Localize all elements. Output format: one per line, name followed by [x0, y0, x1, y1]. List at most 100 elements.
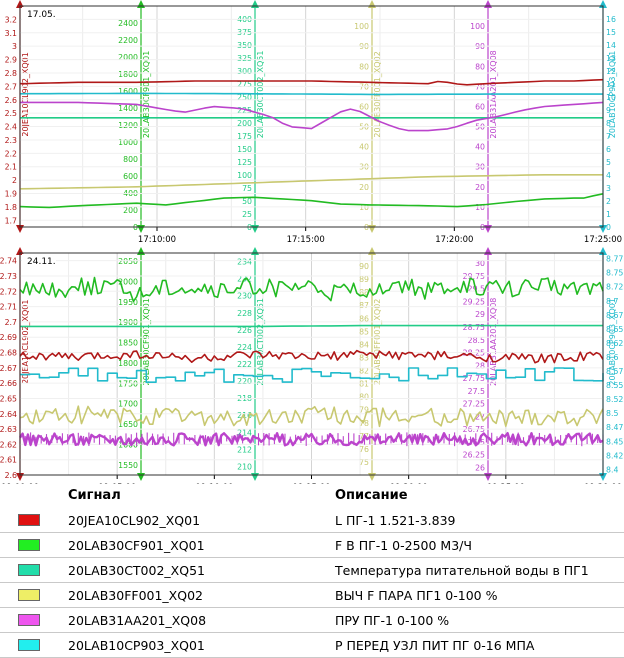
axis-series-label: 20LAB10CP903_XQ01 [608, 51, 617, 139]
y-tick-label: 40 [475, 143, 485, 152]
series-line [20, 324, 603, 328]
x-tick-label: 09:20:00 [390, 483, 428, 484]
y-tick-label: 234 [237, 258, 252, 267]
y-tick-label: 20 [359, 183, 369, 192]
y-tick-label: 6 [606, 145, 611, 154]
y-tick-label: 1.8 [5, 203, 17, 212]
y-tick-label: 8.525 [606, 395, 624, 404]
y-tick-label: 2.72 [0, 287, 17, 296]
y-tick-label: 2.69 [0, 333, 17, 342]
legend-row[interactable]: 20LAB30CF901_XQ01 F В ПГ-1 0-2500 М3/Ч [0, 534, 624, 558]
y-tick-label: 8 [606, 119, 611, 128]
y-tick-label: 2.67 [0, 364, 17, 373]
y-tick-label: 325 [237, 54, 252, 63]
legend-row[interactable]: 20LAB30CT002_XQ51 Температура питательной… [0, 559, 624, 583]
y-tick-label: 228 [237, 309, 252, 318]
y-tick-label: 2.62 [0, 440, 17, 449]
legend-row[interactable]: 20JEA10CL902_XQ01 L ПГ-1 1.521-3.839 [0, 509, 624, 533]
y-tick-label: 2.74 [0, 257, 17, 266]
axis-series-label: 20LAB30CT002_XQ51 [256, 298, 265, 386]
legend-signal-name: 20JEA10CL902_XQ01 [68, 513, 201, 528]
axis-arrow-up [251, 247, 259, 255]
y-tick-label: 30 [475, 259, 485, 268]
y-tick-label: 230 [237, 292, 252, 301]
date-label: 24.11. [27, 257, 56, 267]
y-tick-label: 75 [242, 184, 252, 193]
axis-arrow-down [137, 473, 145, 481]
y-tick-label: 150 [237, 145, 252, 154]
y-tick-label: 8.6 [606, 353, 618, 362]
y-tick-label: 2.7 [5, 318, 17, 327]
y-tick-label: 4 [606, 171, 611, 180]
y-tick-label: 8.4 [606, 465, 618, 474]
y-tick-label: 300 [237, 67, 252, 76]
series-line [19, 405, 604, 428]
y-tick-label: 2.9 [5, 56, 17, 65]
y-tick-label: 27.75 [463, 374, 485, 383]
y-tick-label: 81 [359, 380, 369, 389]
y-tick-label: 2.64 [0, 410, 17, 419]
y-tick-label: 89 [359, 275, 369, 284]
y-tick-label: 2.63 [0, 425, 17, 434]
legend-color-swatch [18, 564, 40, 576]
legend-row[interactable]: 20LAB31AA201_XQ08 ПРУ ПГ-1 0-100 % [0, 609, 624, 633]
y-tick-label: 26.25 [463, 451, 485, 460]
legend-header-description: Описание [335, 488, 408, 503]
axis-arrow-up [137, 0, 145, 8]
y-tick-label: 1400 [118, 104, 138, 113]
legend-signal-description: L ПГ-1 1.521-3.839 [335, 513, 456, 528]
plot-area [20, 6, 603, 227]
axis-arrow-up [368, 0, 376, 8]
axis-arrow-up [484, 247, 492, 255]
y-tick-label: 80 [475, 62, 485, 71]
legend-signal-description: ВЫЧ F ПАРА ПГ1 0-100 % [335, 588, 498, 603]
y-tick-label: 8.625 [606, 339, 624, 348]
legend-signal-name: 20LAB30CF901_XQ01 [68, 538, 205, 553]
y-tick-label: 86 [359, 314, 369, 323]
y-tick-label: 3 [12, 42, 17, 51]
plot-frame [19, 252, 604, 476]
y-tick-label: 27.5 [468, 387, 485, 396]
y-tick-label: 80 [359, 62, 369, 71]
legend-row[interactable]: 20LAB30FF001_XQ02 ВЫЧ F ПАРА ПГ1 0-100 % [0, 584, 624, 608]
y-tick-label: 27 [475, 412, 485, 421]
y-tick-label: 3 [606, 184, 611, 193]
y-tick-label: 75 [359, 458, 369, 467]
y-tick-label: 2.3 [5, 136, 17, 145]
y-tick-label: 2.7 [5, 82, 17, 91]
y-tick-label: 1750 [118, 379, 138, 388]
trend-panel-top: 17:10:00 17:15:00 17:20:00 17:25:00 1.7 1.8 1.… [5, 0, 622, 245]
y-tick-label: 84 [359, 340, 369, 349]
legend-signal-name: 20LAB31AA201_XQ08 [68, 613, 207, 628]
legend-signal-description: Р ПЕРЕД УЗЛ ПИТ ПГ 0-16 МПА [335, 638, 535, 653]
y-tick-label: 8.425 [606, 451, 624, 460]
y-tick-label: 60 [475, 102, 485, 111]
y-tick-label: 8.7 [606, 297, 618, 306]
y-tick-label: 1700 [118, 400, 138, 409]
legend-color-swatch [18, 614, 40, 626]
y-tick-label: 28.5 [468, 336, 485, 345]
axis-arrow-down [251, 473, 259, 481]
x-tick-label: 09:10:00 [195, 483, 233, 484]
y-tick-label: 100 [470, 22, 485, 31]
y-tick-label: 28.75 [463, 323, 485, 332]
legend-row[interactable]: 20LAB10CP903_XQ01 Р ПЕРЕД УЗЛ ПИТ ПГ 0-16… [0, 634, 624, 658]
y-tick-label: 2.6 [5, 471, 17, 480]
y-tick-label: 212 [237, 445, 252, 454]
y-tick-label: 1000 [118, 138, 138, 147]
legend-color-swatch [18, 514, 40, 526]
y-tick-label: 76 [359, 445, 369, 454]
x-tick-label: 09:00:00 [1, 483, 39, 484]
y-tick-label: 1600 [118, 87, 138, 96]
legend-color-swatch [18, 589, 40, 601]
y-tick-label: 8.475 [606, 423, 624, 432]
y-tick-label: 16 [606, 15, 616, 24]
y-tick-label: 20 [475, 183, 485, 192]
y-tick-label: 14 [606, 41, 616, 50]
y-tick-label: 2.71 [0, 303, 17, 312]
date-label-box [22, 7, 56, 20]
axis-series-label: 20LAB30FF001_XQ02 [373, 299, 382, 385]
y-tick-label: 2000 [118, 278, 138, 287]
y-tick-label: 1950 [118, 298, 138, 307]
y-tick-label: 28 [475, 361, 485, 370]
